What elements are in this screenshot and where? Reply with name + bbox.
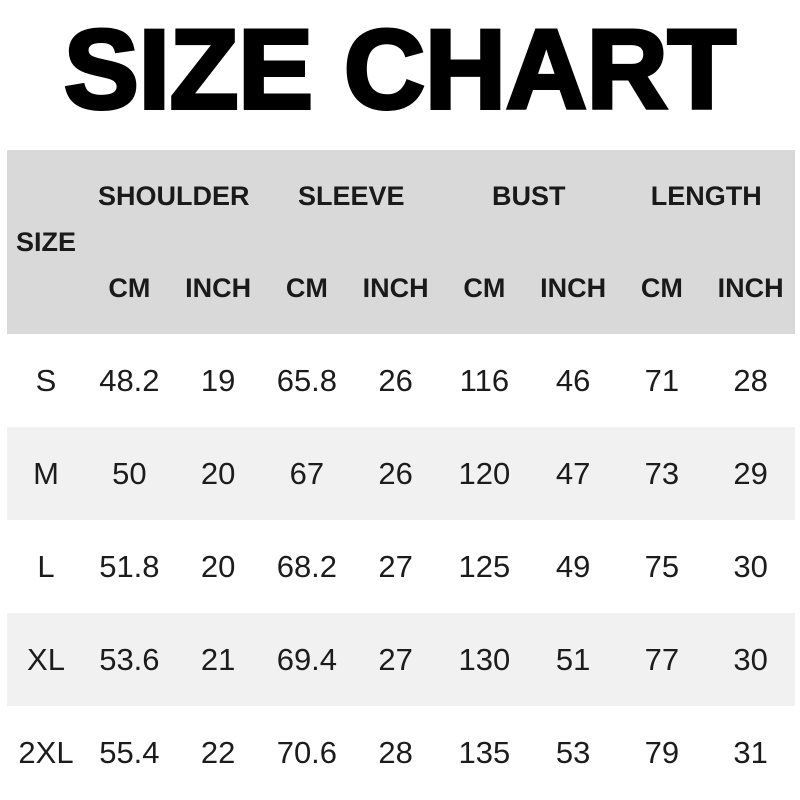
value-cell: 79 bbox=[617, 706, 707, 799]
value-cell: 29 bbox=[706, 427, 795, 520]
value-cell: 30 bbox=[706, 613, 795, 706]
table-row-l: L 51.8 20 68.2 27 125 49 75 30 bbox=[7, 520, 795, 613]
value-cell: 49 bbox=[528, 520, 618, 613]
column-header-size: SIZE bbox=[7, 150, 85, 334]
table-header: SIZE SHOULDER SLEEVE BUST LENGTH CM INCH… bbox=[7, 150, 795, 334]
value-cell: 26 bbox=[351, 334, 440, 427]
value-cell: 20 bbox=[173, 427, 263, 520]
value-cell: 77 bbox=[617, 613, 707, 706]
unit-header-bust-inch: INCH bbox=[528, 242, 618, 334]
group-header-row: SIZE SHOULDER SLEEVE BUST LENGTH bbox=[7, 150, 795, 334]
size-cell: XL bbox=[7, 613, 85, 706]
value-cell: 68.2 bbox=[262, 520, 352, 613]
value-cell: 21 bbox=[173, 613, 263, 706]
value-cell: 51 bbox=[528, 613, 618, 706]
value-cell: 46 bbox=[528, 334, 618, 427]
table-row-xl: XL 53.6 21 69.4 27 130 51 77 30 bbox=[7, 613, 795, 706]
value-cell: 28 bbox=[706, 334, 795, 427]
unit-header-bust-cm: CM bbox=[440, 242, 529, 334]
table-row-2xl: 2XL 55.4 22 70.6 28 135 53 79 31 bbox=[7, 706, 795, 799]
value-cell: 50 bbox=[85, 427, 174, 520]
value-cell: 65.8 bbox=[262, 334, 352, 427]
table-row-s: S 48.2 19 65.8 26 116 46 71 28 bbox=[7, 334, 795, 427]
unit-header-shoulder-cm: CM bbox=[85, 242, 174, 334]
value-cell: 55.4 bbox=[85, 706, 174, 799]
size-chart-table: SIZE SHOULDER SLEEVE BUST LENGTH CM INCH… bbox=[7, 150, 795, 799]
value-cell: 20 bbox=[173, 520, 263, 613]
value-cell: 27 bbox=[351, 520, 440, 613]
unit-header-sleeve-cm: CM bbox=[262, 242, 352, 334]
value-cell: 130 bbox=[440, 613, 529, 706]
size-cell: M bbox=[7, 427, 85, 520]
column-group-shoulder: SHOULDER bbox=[85, 150, 263, 242]
unit-header-shoulder-inch: INCH bbox=[173, 242, 263, 334]
value-cell: 71 bbox=[617, 334, 707, 427]
value-cell: 75 bbox=[617, 520, 707, 613]
unit-header-sleeve-inch: INCH bbox=[351, 242, 440, 334]
table-row-m: M 50 20 67 26 120 47 73 29 bbox=[7, 427, 795, 520]
value-cell: 30 bbox=[706, 520, 795, 613]
value-cell: 48.2 bbox=[85, 334, 174, 427]
value-cell: 53.6 bbox=[85, 613, 174, 706]
size-cell: L bbox=[7, 520, 85, 613]
value-cell: 73 bbox=[617, 427, 707, 520]
value-cell: 27 bbox=[351, 613, 440, 706]
page-title: SIZE CHART bbox=[62, 7, 738, 132]
value-cell: 47 bbox=[528, 427, 618, 520]
value-cell: 53 bbox=[528, 706, 618, 799]
unit-header-row: CM INCH CM INCH CM INCH CM INCH bbox=[7, 242, 795, 334]
column-group-length: LENGTH bbox=[617, 150, 795, 242]
value-cell: 28 bbox=[351, 706, 440, 799]
value-cell: 116 bbox=[440, 334, 529, 427]
value-cell: 22 bbox=[173, 706, 263, 799]
value-cell: 31 bbox=[706, 706, 795, 799]
value-cell: 70.6 bbox=[262, 706, 352, 799]
size-cell: 2XL bbox=[7, 706, 85, 799]
value-cell: 120 bbox=[440, 427, 529, 520]
value-cell: 26 bbox=[351, 427, 440, 520]
unit-header-length-cm: CM bbox=[617, 242, 707, 334]
value-cell: 69.4 bbox=[262, 613, 352, 706]
unit-header-length-inch: INCH bbox=[706, 242, 795, 334]
value-cell: 19 bbox=[173, 334, 263, 427]
value-cell: 125 bbox=[440, 520, 529, 613]
table-body: S 48.2 19 65.8 26 116 46 71 28 M 50 20 6… bbox=[7, 334, 795, 799]
value-cell: 51.8 bbox=[85, 520, 174, 613]
column-group-sleeve: SLEEVE bbox=[262, 150, 440, 242]
column-group-bust: BUST bbox=[440, 150, 618, 242]
size-cell: S bbox=[7, 334, 85, 427]
value-cell: 135 bbox=[440, 706, 529, 799]
value-cell: 67 bbox=[262, 427, 352, 520]
